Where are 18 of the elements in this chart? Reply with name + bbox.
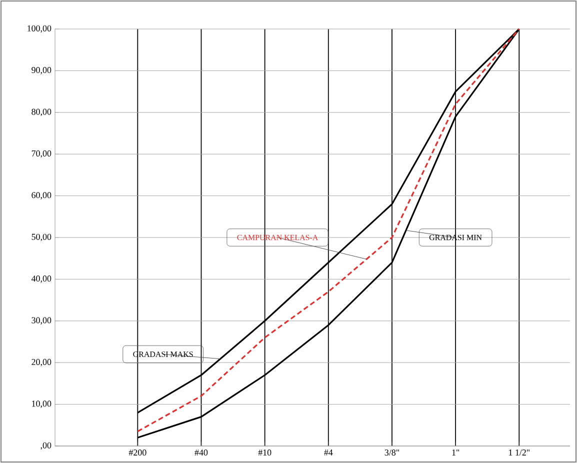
y-tick-label: 50,00 (32, 234, 52, 242)
y-tick-label: 60,00 (32, 192, 52, 200)
y-tick-label: 100,00 (28, 25, 52, 33)
y-tick-label: 20,00 (32, 358, 52, 366)
x-tick-label: #4 (324, 450, 333, 456)
y-tick-label: 70,00 (32, 150, 52, 158)
y-tick-label: 90,00 (32, 67, 52, 74)
y-tick-label: 40,00 (31, 276, 52, 283)
x-tick-label: 3/8" (384, 450, 399, 456)
x-tick-label: #40 (194, 450, 208, 456)
x-tick-label: 1 1/2" (509, 450, 530, 456)
y-tick-label: ,00 (40, 442, 52, 450)
y-tick-label: 10,00 (32, 400, 52, 408)
y-tick-label: 30,00 (32, 317, 52, 325)
x-tick-label: #10 (258, 450, 272, 456)
y-tick-label: 80,00 (32, 108, 52, 116)
x-tick-label: #200 (128, 450, 146, 456)
x-tick-label: 1" (452, 450, 460, 456)
